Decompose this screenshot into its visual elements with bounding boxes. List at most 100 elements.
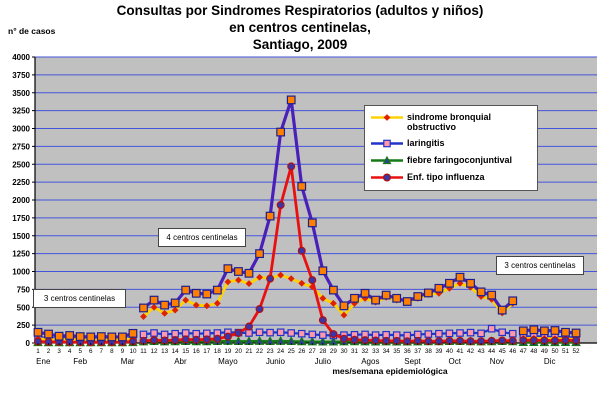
- svg-text:4000: 4000: [12, 53, 30, 62]
- svg-text:47: 47: [520, 348, 528, 355]
- series-markers-unlabeled: [33, 95, 581, 342]
- svg-text:Agos: Agos: [361, 357, 379, 366]
- legend-swatch-circle-icon: [371, 173, 403, 182]
- svg-text:43: 43: [478, 348, 486, 355]
- legend-label: Enf. tipo influenza: [407, 172, 485, 182]
- svg-text:18: 18: [214, 348, 222, 355]
- svg-text:3750: 3750: [12, 71, 30, 80]
- chart-title-line2: en centros centinelas,: [229, 20, 371, 35]
- svg-text:24: 24: [277, 348, 285, 355]
- svg-text:48: 48: [530, 348, 538, 355]
- svg-text:21: 21: [245, 348, 253, 355]
- legend-label: fiebre faringoconjuntival: [407, 155, 513, 165]
- svg-text:17: 17: [203, 348, 211, 355]
- svg-text:Ene: Ene: [36, 357, 51, 366]
- svg-text:2250: 2250: [12, 178, 30, 187]
- svg-text:Nov: Nov: [490, 357, 504, 366]
- svg-text:3500: 3500: [12, 89, 30, 98]
- legend-swatch-triangle-icon: [371, 155, 403, 165]
- svg-text:38: 38: [425, 348, 433, 355]
- legend-item-fiebre-faringoconjuntival: fiebre faringoconjuntival: [370, 155, 532, 166]
- svg-text:30: 30: [340, 348, 348, 355]
- svg-text:40: 40: [446, 348, 454, 355]
- svg-text:Abr: Abr: [174, 357, 187, 366]
- svg-text:28: 28: [319, 348, 327, 355]
- svg-text:0: 0: [26, 339, 31, 348]
- chart-title-line1: Consultas por Sindromes Respiratorios (a…: [116, 3, 484, 18]
- svg-text:50: 50: [551, 348, 559, 355]
- svg-text:49: 49: [541, 348, 549, 355]
- svg-text:2750: 2750: [12, 142, 30, 151]
- legend-item-enf-tipo-influenza: Enf. tipo influenza: [370, 172, 532, 183]
- svg-text:32: 32: [362, 348, 370, 355]
- svg-text:4: 4: [68, 348, 72, 355]
- svg-text:29: 29: [330, 348, 338, 355]
- svg-text:14: 14: [172, 348, 180, 355]
- svg-text:11: 11: [140, 348, 147, 355]
- x-axis-month-labels: Ene Feb Mar Abr Mayo Junio Julio Agos Sept Oct Nov…: [36, 357, 555, 366]
- svg-text:46: 46: [509, 348, 517, 355]
- svg-text:500: 500: [17, 303, 31, 312]
- svg-text:7: 7: [100, 348, 104, 355]
- svg-text:10: 10: [129, 348, 137, 355]
- legend-swatch-diamond-icon: [371, 114, 403, 121]
- svg-text:9: 9: [121, 348, 125, 355]
- svg-text:2: 2: [47, 348, 51, 355]
- svg-text:19: 19: [224, 348, 232, 355]
- svg-text:5: 5: [78, 348, 82, 355]
- svg-text:35: 35: [393, 348, 401, 355]
- svg-text:1500: 1500: [12, 232, 30, 241]
- svg-text:1: 1: [36, 348, 40, 355]
- annotation-3-centros-left: 3 centros centinelas: [33, 289, 126, 308]
- annotation-4-centros: 4 centros centinelas: [158, 228, 246, 247]
- y-axis-unit-label: n° de casos: [8, 26, 56, 36]
- x-axis-title: mes/semana epidemiológica: [332, 366, 448, 376]
- svg-text:Junio: Junio: [266, 357, 286, 366]
- svg-text:25: 25: [288, 348, 296, 355]
- svg-text:15: 15: [182, 348, 190, 355]
- svg-text:23: 23: [267, 348, 275, 355]
- svg-text:22: 22: [256, 348, 264, 355]
- annotation-3-centros-right: 3 centros centinelas: [496, 256, 584, 275]
- svg-text:52: 52: [573, 348, 581, 355]
- chart-legend: sindrome bronquial obstructivo laringitis…: [364, 105, 538, 191]
- svg-text:1750: 1750: [12, 214, 30, 223]
- svg-text:31: 31: [351, 348, 359, 355]
- svg-text:26: 26: [298, 348, 306, 355]
- chart-title: Consultas por Sindromes Respiratorios (a…: [0, 2, 600, 53]
- svg-text:250: 250: [17, 321, 31, 330]
- chart-title-line3: Santiago, 2009: [252, 37, 348, 52]
- svg-text:51: 51: [562, 348, 570, 355]
- svg-text:2500: 2500: [12, 160, 30, 169]
- x-axis-week-labels: 1 2 3 4 5 6 7 8 9 10 11 12 13 14 15 16 17 18 19 20 21 22 23 24 2…: [36, 343, 580, 355]
- svg-text:3: 3: [57, 348, 61, 355]
- legend-label: sindrome bronquial obstructivo: [407, 112, 492, 132]
- svg-text:Sept: Sept: [404, 357, 421, 366]
- svg-text:39: 39: [435, 348, 443, 355]
- legend-swatch-square-icon: [371, 139, 403, 148]
- svg-text:34: 34: [383, 348, 391, 355]
- svg-text:44: 44: [488, 348, 496, 355]
- svg-text:750: 750: [17, 285, 31, 294]
- legend-label: laringitis: [407, 138, 445, 148]
- svg-text:Mayo: Mayo: [218, 357, 238, 366]
- svg-text:1250: 1250: [12, 250, 30, 259]
- svg-text:3000: 3000: [12, 125, 30, 134]
- svg-text:Dic: Dic: [544, 357, 556, 366]
- svg-text:2000: 2000: [12, 196, 30, 205]
- svg-text:Oct: Oct: [448, 357, 461, 366]
- y-axis-tick-labels: 0 250 500 750 1000 1250 1500 1750 2000 2250 2500 27…: [12, 53, 30, 348]
- svg-text:37: 37: [414, 348, 422, 355]
- svg-text:12: 12: [151, 348, 159, 355]
- svg-text:45: 45: [499, 348, 507, 355]
- svg-text:16: 16: [193, 348, 201, 355]
- svg-text:6: 6: [89, 348, 93, 355]
- legend-item-laringitis: laringitis: [370, 138, 532, 149]
- svg-text:41: 41: [456, 348, 464, 355]
- svg-text:3250: 3250: [12, 107, 30, 116]
- svg-text:Julio: Julio: [315, 357, 332, 366]
- svg-text:Mar: Mar: [121, 357, 135, 366]
- svg-text:42: 42: [467, 348, 475, 355]
- svg-text:27: 27: [309, 348, 317, 355]
